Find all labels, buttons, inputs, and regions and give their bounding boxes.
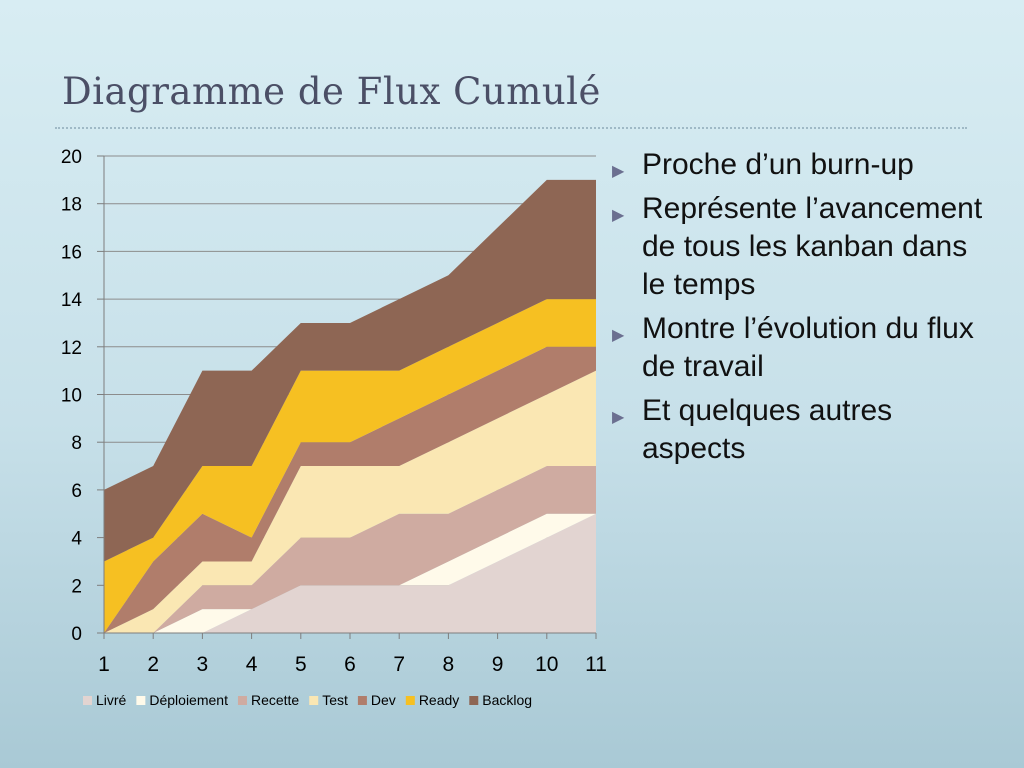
legend-label-recette: Recette: [251, 692, 299, 708]
slide-title: Diagramme de Flux Cumulé: [62, 70, 601, 113]
bullet-text: Représente l’avancement de tous les kanb…: [642, 192, 983, 301]
x-tick-label: 5: [295, 653, 307, 676]
x-tick-label: 3: [197, 653, 209, 676]
x-tick-label: 10: [535, 653, 558, 676]
area-series-test: [104, 370, 596, 633]
triangle-right-icon: ▶: [612, 409, 625, 426]
x-tick-label: 2: [147, 653, 159, 676]
x-tick-label: 9: [492, 653, 504, 676]
area-series-recette: [104, 466, 596, 633]
bullet-item: ▶ Et quelques autres aspects: [612, 392, 992, 468]
bullet-text: Montre l’évolution du flux de travail: [642, 312, 974, 383]
x-tick-label: 7: [393, 653, 405, 676]
area-series-dev: [104, 346, 596, 633]
x-tick-label: 6: [344, 653, 356, 676]
legend-label-dev: Dev: [371, 692, 396, 708]
y-tick-label: 18: [61, 195, 82, 216]
legend-label-test: Test: [322, 692, 348, 708]
x-tick-label: 8: [443, 653, 455, 676]
bullet-text: Proche d’un burn-up: [642, 148, 914, 181]
legend-swatch-dev: [357, 696, 367, 705]
legend-swatch-recette: [237, 696, 247, 705]
y-tick-label: 20: [61, 147, 82, 168]
x-tick-label: 4: [246, 653, 258, 676]
legend-swatch-ready: [405, 696, 415, 705]
legend-swatch-backlog: [469, 696, 479, 705]
title-divider: [55, 127, 967, 129]
x-tick-label: 11: [585, 653, 607, 676]
area-series-livre: [104, 513, 596, 633]
legend-label-ready: Ready: [419, 692, 459, 708]
bullet-item: ▶ Proche d’un burn-up: [612, 146, 992, 184]
y-tick-label: 16: [61, 242, 82, 263]
y-tick-label: 4: [71, 529, 82, 550]
triangle-right-icon: ▶: [612, 207, 625, 224]
triangle-right-icon: ▶: [612, 327, 625, 344]
x-tick-label: 1: [98, 653, 110, 676]
y-tick-label: 2: [71, 576, 82, 597]
y-tick-label: 6: [71, 481, 82, 502]
area-series-deploiement: [104, 513, 596, 633]
legend-label-deploiement: Déploiement: [149, 692, 228, 708]
legend-swatch-livre: [83, 696, 92, 705]
legend-swatch-test: [309, 696, 319, 705]
bullet-list: ▶ Proche d’un burn-up ▶ Représente l’avanc…: [612, 146, 992, 474]
legend-label-backlog: Backlog: [482, 692, 532, 708]
bullet-item: ▶ Représente l’avancement de tous les kan…: [612, 190, 992, 304]
y-tick-label: 0: [71, 624, 82, 645]
y-tick-label: 8: [71, 433, 82, 454]
bullet-item: ▶ Montre l’évolution du flux de travail: [612, 310, 992, 386]
legend-label-livre: Livré: [96, 692, 127, 708]
legend-swatch-deploiement: [136, 696, 146, 705]
triangle-right-icon: ▶: [612, 163, 625, 180]
y-tick-label: 14: [61, 290, 83, 311]
y-tick-label: 10: [61, 386, 82, 407]
y-tick-label: 12: [61, 338, 82, 359]
bullet-text: Et quelques autres aspects: [642, 394, 893, 465]
area-series-backlog: [104, 179, 596, 562]
